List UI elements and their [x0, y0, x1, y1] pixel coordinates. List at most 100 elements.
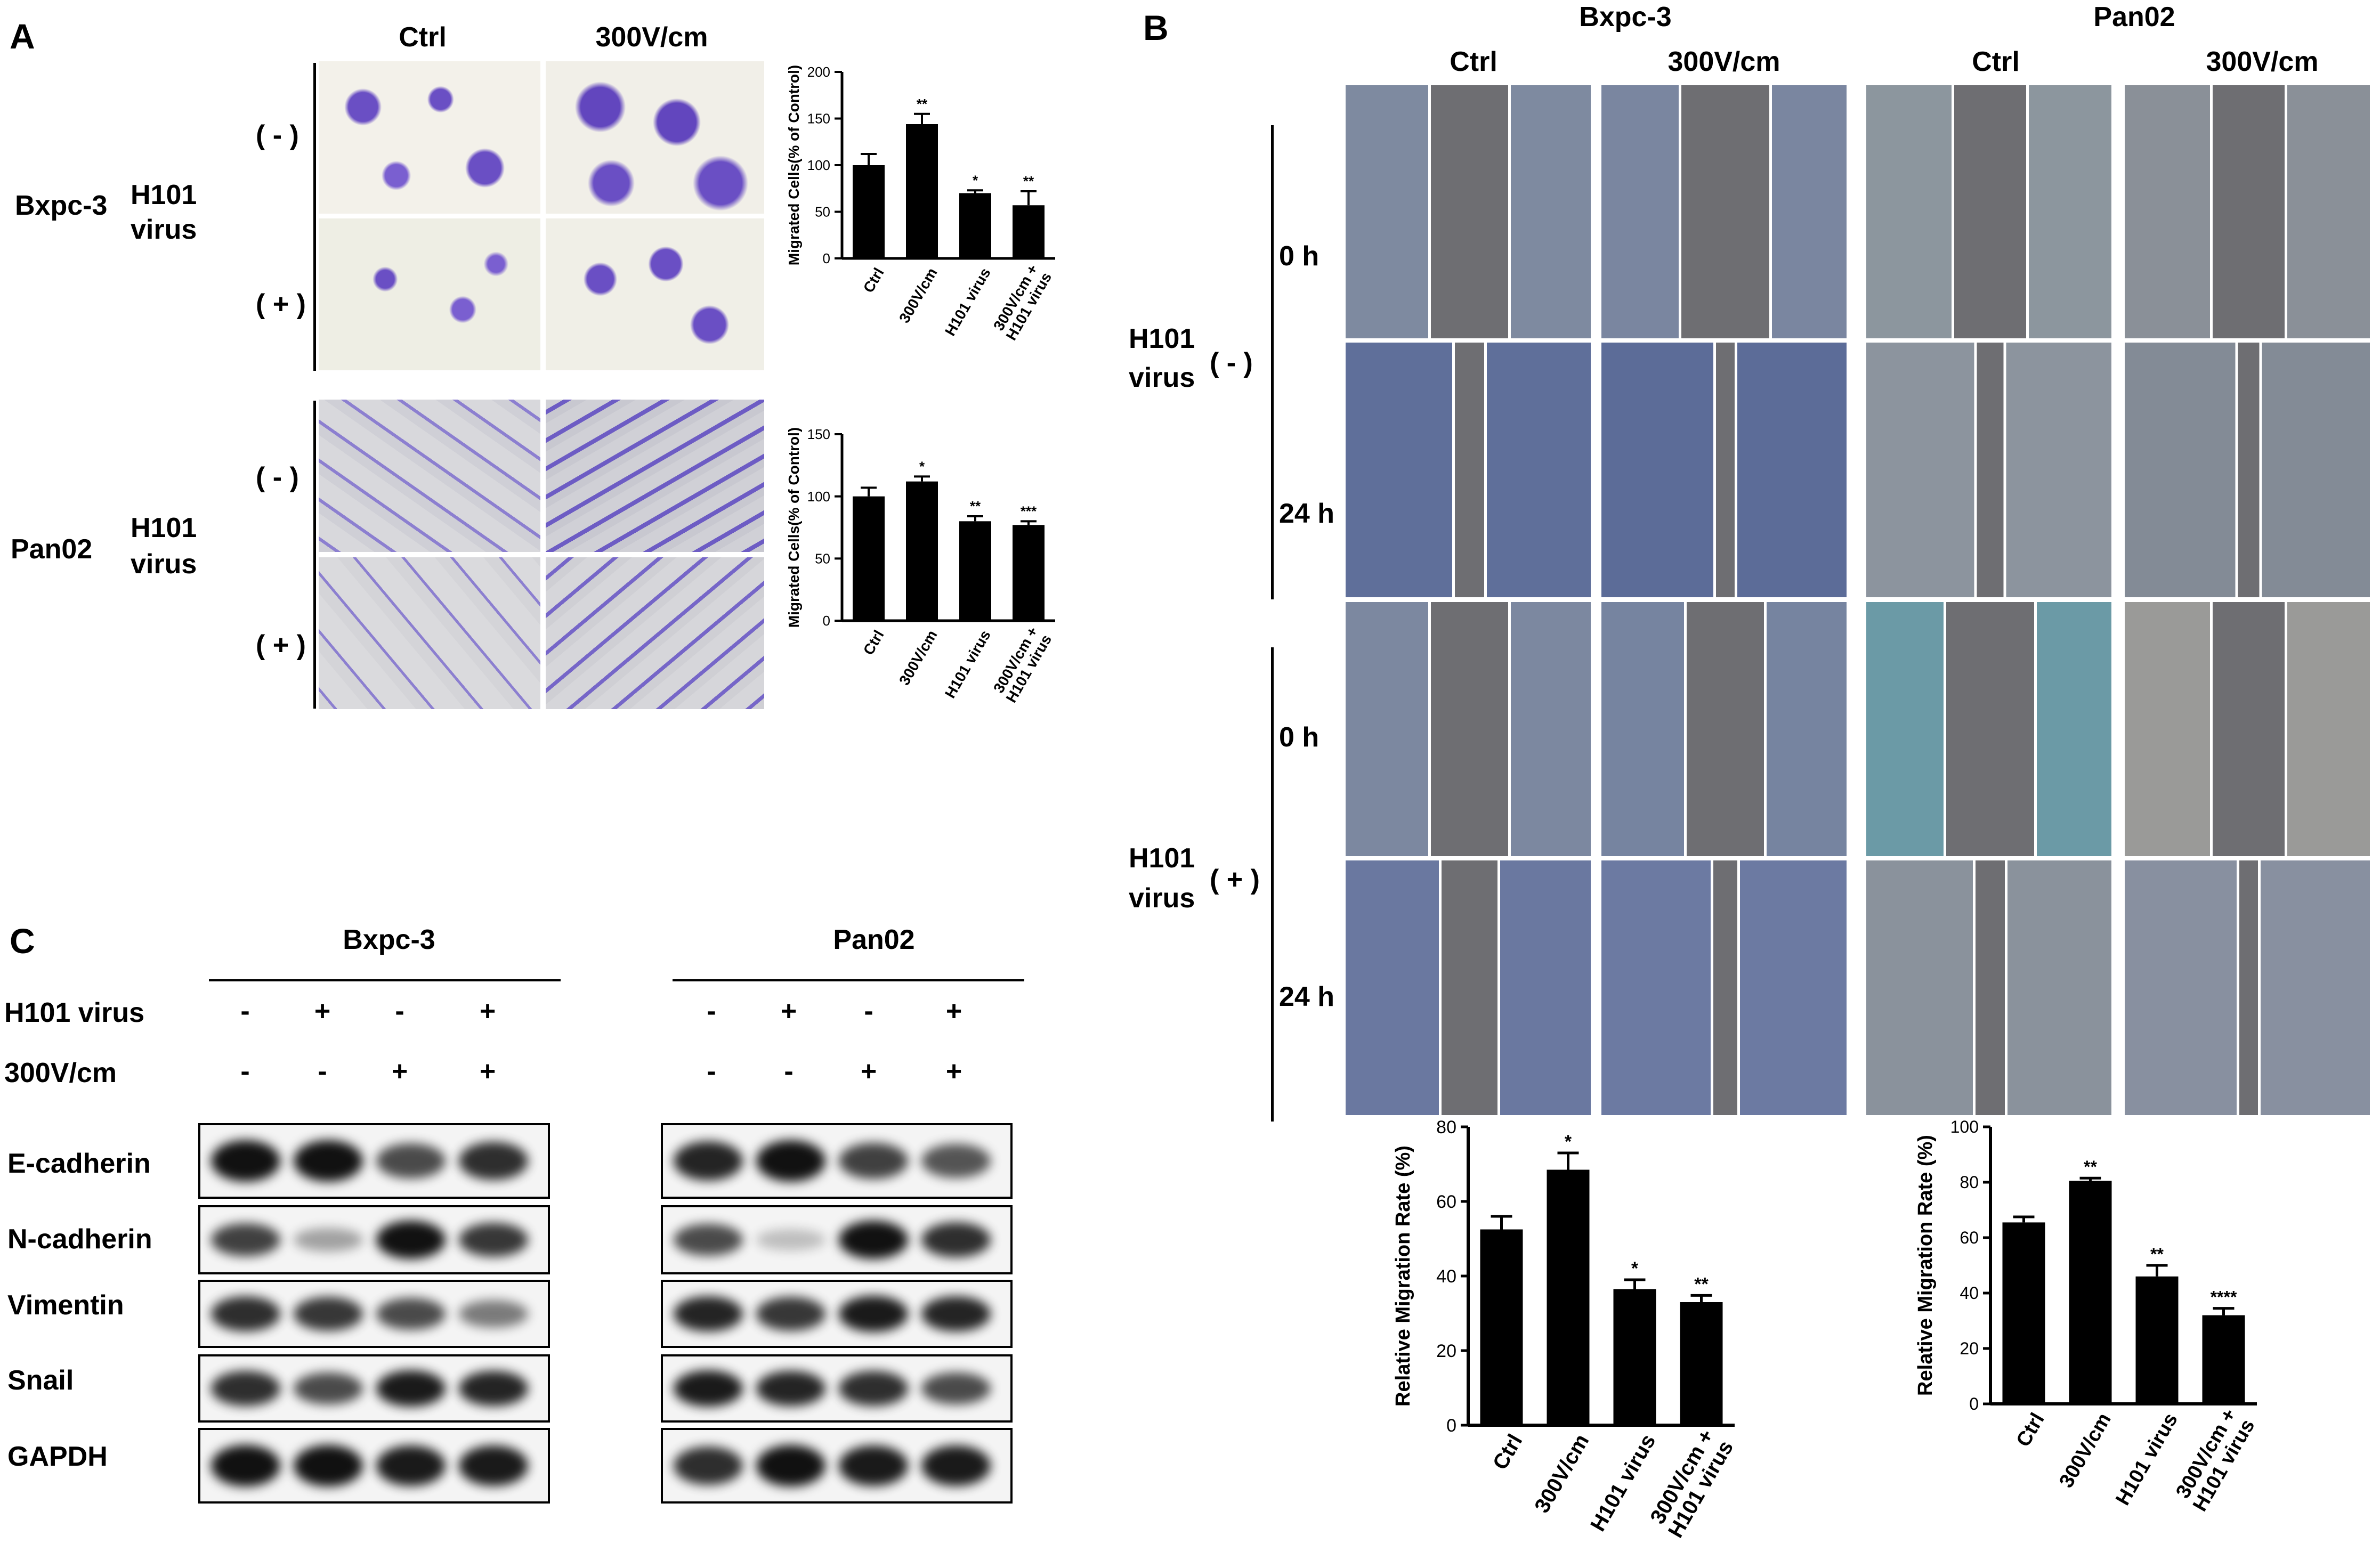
y-axis-label: Relative Migration Rate (%) [1914, 1135, 1937, 1396]
panel-b-time-24h-plus: 24 h [1279, 981, 1335, 1012]
blot-band [921, 1296, 991, 1332]
panel-b-plus-bracket [1271, 647, 1274, 1122]
y-tick-label: 0 [823, 250, 830, 266]
x-category-label: H101 virus [1586, 1431, 1660, 1535]
wound-micrograph [1866, 85, 2111, 338]
panel-b-label: B [1143, 8, 1169, 47]
panel-c-group-pan02: Pan02 [833, 924, 915, 955]
panel-b-col-pan02-300v: 300V/cm [2206, 46, 2319, 77]
blot-band [376, 1445, 446, 1486]
blot-band [839, 1221, 908, 1259]
blot-band [211, 1296, 280, 1331]
y-tick-label: 50 [815, 550, 830, 566]
protein-label-e-cadherin: E-cadherin [7, 1148, 151, 1179]
wound-micrograph [1346, 85, 1591, 338]
blot-band [294, 1297, 363, 1331]
blot-strip [198, 1428, 550, 1504]
panel-b-group-pan02: Pan02 [2093, 2, 2175, 32]
panel-c-cond-300v: 300V/cm [4, 1058, 117, 1088]
blot-band [756, 1140, 825, 1182]
panel-b-time-0h-plus: 0 h [1279, 722, 1319, 753]
panel-a-row2-treatment-2: virus [131, 549, 197, 580]
condition-sign: + [945, 996, 962, 1027]
blot-band [921, 1445, 991, 1486]
condition-sign: + [391, 1056, 408, 1087]
significance-marker: * [919, 458, 925, 474]
significance-marker: *** [1021, 503, 1037, 519]
panel-a-row1-treatment-1: H101 [131, 180, 197, 210]
y-tick-label: 100 [1950, 1117, 1979, 1136]
bar [853, 165, 885, 258]
blot-band [756, 1229, 825, 1250]
micrograph-a-bxpc3-minus-300v [546, 61, 764, 214]
condition-sign: + [780, 996, 797, 1027]
blot-band [294, 1444, 363, 1487]
blot-band [921, 1372, 991, 1404]
bar [1480, 1229, 1523, 1425]
wound-micrograph [1601, 602, 1847, 856]
blot-band [756, 1370, 825, 1407]
wound-micrograph [1866, 860, 2111, 1115]
blot-band [459, 1370, 528, 1407]
wound-micrograph [2125, 343, 2370, 597]
panel-c-group-bxpc3: Bxpc-3 [343, 924, 435, 955]
micrograph-a-bxpc3-plus-300v [546, 218, 764, 370]
x-category-label: 300V/cm +H101 virus [2171, 1405, 2260, 1515]
y-tick-label: 100 [807, 157, 830, 173]
blot-band [211, 1140, 280, 1182]
wound-micrograph [1866, 602, 2111, 856]
bar [2069, 1181, 2112, 1404]
panel-b-minus-sign: ( - ) [1210, 347, 1253, 378]
y-tick-label: 150 [807, 111, 830, 127]
wound-micrograph [1601, 343, 1847, 597]
wound-micrograph [1346, 860, 1591, 1115]
bar [2135, 1276, 2179, 1404]
chart-a-pan02: 0 50 100 150 Migrated Cells(% of Control) Ctr… [786, 426, 1055, 705]
protein-label-vimentin: Vimentin [7, 1290, 124, 1321]
blot-band [674, 1296, 743, 1332]
condition-sign: - [784, 1056, 794, 1087]
wound-micrograph [2125, 860, 2370, 1115]
bar [906, 481, 938, 621]
x-category-label: 300V/cm [896, 627, 941, 688]
x-category-label: H101 virus [942, 627, 994, 701]
wound-micrograph [1601, 85, 1847, 338]
blot-strip [198, 1280, 550, 1348]
blot-band [839, 1142, 908, 1180]
micrograph-a-pan02-plus-300v [546, 557, 764, 709]
blot-band [459, 1141, 528, 1181]
chart-b-bxpc3: 0 20 40 60 80 Relative Migration Rate (%) Ctrl… [1392, 1117, 1738, 1542]
condition-sign: - [318, 1056, 327, 1087]
condition-sign: - [240, 1056, 250, 1087]
blot-band [921, 1143, 991, 1179]
bar [853, 496, 885, 621]
blot-strip [661, 1354, 1013, 1423]
blot-band [459, 1300, 528, 1328]
y-tick-label: 80 [1436, 1117, 1456, 1137]
panel-a-row1-plus: ( + ) [256, 289, 306, 320]
bar [1680, 1302, 1723, 1425]
panel-a-row1-bracket [313, 63, 316, 371]
blot-band [211, 1371, 280, 1406]
bar [1013, 525, 1045, 621]
panel-c-label: C [10, 921, 35, 961]
panel-b-minus-label-1: H101 [1129, 323, 1195, 354]
y-tick-label: 100 [807, 489, 830, 505]
chart-b-pan02: 0 20 40 60 80 100 Relative Migration Rate (%) C… [1914, 1117, 2260, 1515]
significance-marker: **** [2211, 1288, 2237, 1307]
micrograph-a-pan02-plus-ctrl [319, 557, 540, 709]
micrograph-a-pan02-minus-ctrl [319, 400, 540, 552]
panel-b-col-pan02-ctrl: Ctrl [1972, 46, 2020, 77]
y-tick-label: 0 [1446, 1416, 1456, 1436]
blot-strip [661, 1280, 1013, 1348]
bar [906, 124, 938, 258]
wound-micrograph [1866, 343, 2111, 597]
blot-strip [198, 1123, 550, 1199]
blot-band [294, 1372, 363, 1404]
y-tick-label: 0 [823, 613, 830, 629]
panel-a-row2-cell-line: Pan02 [11, 534, 93, 565]
blot-band [839, 1371, 908, 1406]
panel-b-minus-label-2: virus [1129, 362, 1195, 393]
blot-band [674, 1370, 743, 1407]
panel-b-time-24h-minus: 24 h [1279, 498, 1335, 529]
